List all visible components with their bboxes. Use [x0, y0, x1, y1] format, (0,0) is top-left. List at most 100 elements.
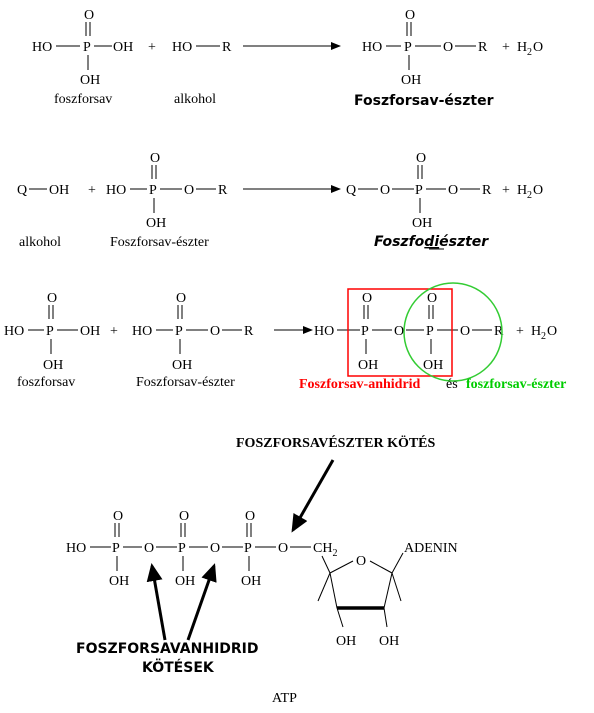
atom-h: H — [517, 183, 527, 198]
water-3: + H 2 O — [516, 324, 557, 342]
atom-o: O — [547, 324, 557, 339]
water-1: + H 2 O — [502, 40, 543, 58]
atom-o: O — [176, 291, 186, 306]
atom-oh: OH — [401, 73, 421, 88]
atom-ho: HO — [362, 40, 382, 55]
atom-oh: OH — [241, 574, 261, 589]
atom-oh: OH — [379, 634, 399, 649]
atom-o: O — [245, 509, 255, 524]
subscript-2: 2 — [527, 47, 532, 58]
atom-o: O — [144, 541, 154, 556]
atom-oh: OH — [423, 358, 443, 373]
atom-o: O — [184, 183, 194, 198]
label-alkohol: alkohol — [174, 92, 216, 107]
atom-p: P — [175, 324, 183, 339]
atom-p: P — [404, 40, 412, 55]
atom-oh: OH — [336, 634, 356, 649]
phosphoric-acid-3: O HO P OH OH — [4, 291, 100, 373]
atom-o: O — [448, 183, 458, 198]
plus-sign: + — [88, 183, 96, 198]
reaction-3: O HO P OH OH + O HO P O R OH — [4, 282, 566, 392]
ester-bond-arrow — [291, 459, 335, 533]
label-anhidrid-kotes-2: KÖTÉSEK — [142, 658, 215, 676]
atom-r: R — [482, 183, 492, 198]
atom-oh: OH — [113, 40, 133, 55]
atom-ho: HO — [66, 541, 86, 556]
atom-q: Q — [17, 183, 27, 198]
label-anhidrid-kotes-1: FOSZFORSAVANHIDRID — [76, 641, 259, 657]
label-atp: ATP — [272, 691, 297, 706]
atom-o: O — [210, 324, 220, 339]
label-es: és — [446, 377, 458, 392]
atom-oh: OH — [175, 574, 195, 589]
label-product-1: Foszforsav-észter — [354, 93, 494, 109]
atom-h: H — [517, 40, 527, 55]
plus-sign: + — [502, 183, 510, 198]
atom-r: R — [478, 40, 488, 55]
atom-o: O — [278, 541, 288, 556]
subscript-2: 2 — [541, 331, 546, 342]
atom-oh: OH — [109, 574, 129, 589]
label-foszforsav: foszforsav — [54, 92, 112, 107]
atom-o: O — [394, 324, 404, 339]
atom-p: P — [46, 324, 54, 339]
atom-p: P — [426, 324, 434, 339]
phosphate-ester-3: O HO P O R OH — [132, 291, 254, 373]
plus-sign: + — [516, 324, 524, 339]
atom-ch2: CH2 — [313, 541, 337, 559]
ribose-ring: O OH OH — [317, 552, 404, 649]
atom-oh: OH — [358, 358, 378, 373]
atom-o: O — [210, 541, 220, 556]
atp-section: FOSZFORSAVÉSZTER KÖTÉS HO O P OH O O P O… — [66, 434, 458, 706]
atom-oh: OH — [80, 324, 100, 339]
atom-o: O — [427, 291, 437, 306]
anhydride-product: HO O P O O P O R OH OH — [314, 291, 504, 373]
ester-highlight-circle — [403, 282, 503, 382]
phosphodiester: Q O O P O R OH — [346, 151, 492, 231]
atom-o: O — [179, 509, 189, 524]
phosphate-ester-2: O HO P O R OH — [106, 151, 228, 231]
atom-r: R — [494, 324, 504, 339]
atom-oh: OH — [172, 358, 192, 373]
atom-r: R — [244, 324, 254, 339]
atom-o: O — [460, 324, 470, 339]
atom-oh: OH — [80, 73, 100, 88]
subscript-2: 2 — [527, 190, 532, 201]
label-foszforsav: foszforsav — [17, 375, 75, 390]
atom-o: O — [533, 40, 543, 55]
atp-molecule: HO O P OH O O P OH O O P OH — [66, 509, 458, 649]
atom-p: P — [415, 183, 423, 198]
anhydride-highlight-box — [347, 288, 453, 377]
atom-o: O — [405, 8, 415, 23]
atom-o: O — [443, 40, 453, 55]
atom-o: O — [150, 151, 160, 166]
reaction-1: O HO P OH OH + HO R O HO P O — [32, 8, 543, 109]
atom-p: P — [178, 541, 186, 556]
atom-o: O — [84, 8, 94, 23]
atom-o: O — [416, 151, 426, 166]
atom-ho: HO — [106, 183, 126, 198]
label-foszforsav-eszter: Foszforsav-észter — [110, 235, 209, 250]
atom-r: R — [222, 40, 232, 55]
ring-atom-o: O — [356, 554, 366, 569]
label-alkohol: alkohol — [19, 235, 61, 250]
atom-p: P — [244, 541, 252, 556]
label-anhidrid: Foszforsav-anhidrid — [299, 377, 421, 392]
atom-oh: OH — [412, 216, 432, 231]
atom-p: P — [112, 541, 120, 556]
atom-oh: OH — [43, 358, 63, 373]
atom-r: R — [218, 183, 228, 198]
anhydride-bond-arrow-2 — [186, 563, 217, 641]
label-foszfodieszter: Foszfodiészter — [374, 234, 489, 250]
phosphate-ester-1: O HO P O R OH — [362, 8, 488, 88]
atom-p: P — [83, 40, 91, 55]
atom-ho: HO — [132, 324, 152, 339]
phosphoric-acid-1: O HO P OH OH — [32, 8, 133, 88]
atom-o: O — [533, 183, 543, 198]
atom-oh: OH — [146, 216, 166, 231]
reaction-2: Q OH + O HO P O R OH Q O O P — [17, 151, 543, 250]
atom-ho: HO — [32, 40, 52, 55]
atom-ho: HO — [4, 324, 24, 339]
atom-o: O — [113, 509, 123, 524]
